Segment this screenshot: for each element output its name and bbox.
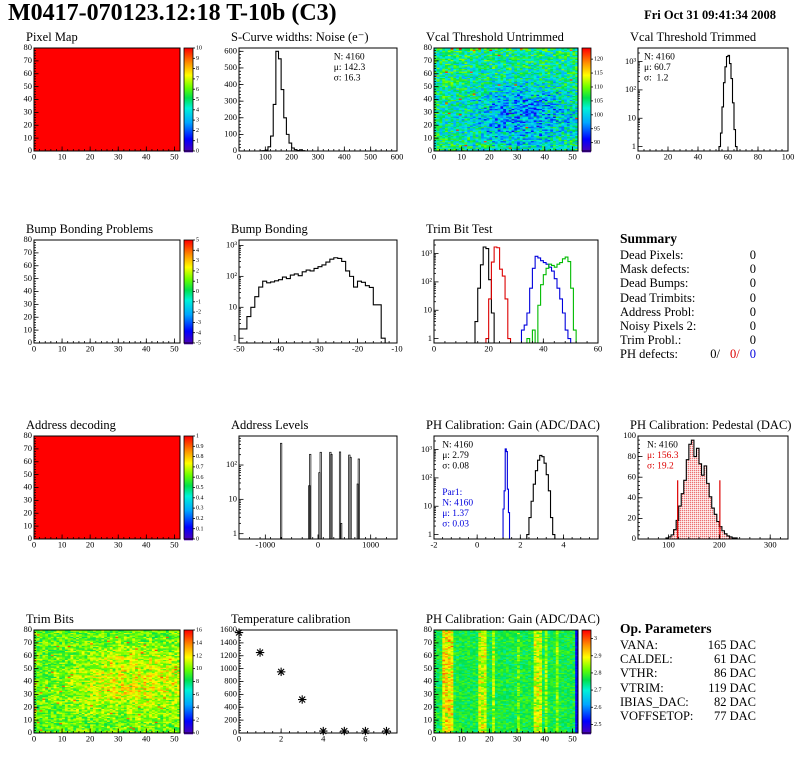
ph-calibration-pedestal-chart (612, 432, 796, 553)
row-value: 86 DAC (713, 666, 756, 681)
row-label: VTRIM: (620, 680, 664, 695)
row-value: 61 DAC (713, 652, 756, 667)
row-value: 82 DAC (713, 694, 756, 709)
row-value: 0 (749, 248, 756, 262)
pixel-map-panel: Pixel Map (8, 30, 208, 165)
trim-bits-panel: Trim Bits (8, 612, 208, 747)
vcal-threshold-untrimmed-panel: Vcal Threshold Untrimmed (408, 30, 606, 165)
param-row: VTRIM: 119 DAC (620, 681, 756, 695)
summary-row: Dead Bumps: 0 (620, 276, 756, 290)
summary-rows: Dead Pixels: 0 Mask defects: 0 Dead Bumps: 0 D… (612, 246, 796, 362)
row-value: 0 (749, 333, 756, 348)
row-label: Trim Probl.: (620, 333, 682, 348)
chart-title: PH Calibration: Pedestal (DAC) (630, 418, 792, 432)
summary-row: Address Probl: 0 (620, 305, 756, 319)
scurve-noise-panel: S-Curve widths: Noise (e⁻) (213, 30, 405, 165)
row-label: Mask defects: (620, 262, 690, 277)
summary-row: Dead Pixels: 0 (620, 248, 756, 262)
chart-title: Bump Bonding Problems (26, 222, 154, 236)
row-values: 0/0/0 (700, 347, 756, 361)
chart-title: Pixel Map (26, 30, 78, 44)
row-label: CALDEL: (620, 652, 673, 667)
chart-title: Vcal Threshold Trimmed (630, 30, 757, 44)
param-row: VOFFSETOP: 77 DAC (620, 709, 756, 723)
bump-bonding-problems-panel: Bump Bonding Problems (8, 222, 208, 357)
ph-calibration-gain-hist-chart (408, 432, 606, 553)
ph-calibration-gain-map-chart (408, 626, 606, 747)
report-date: Fri Oct 31 09:41:34 2008 (644, 8, 776, 22)
param-row: CALDEL: 61 DAC (620, 652, 756, 666)
chart-title: Address Levels (231, 418, 309, 432)
row-value: 0 (749, 290, 756, 305)
ph-calibration-gain-hist-panel: PH Calibration: Gain (ADC/DAC) (408, 418, 606, 553)
chart-title: Address decoding (26, 418, 116, 432)
row-value: 0 (749, 347, 756, 362)
row-value: 0 (749, 262, 756, 277)
address-levels-chart (213, 432, 405, 553)
chart-title: Temperature calibration (231, 612, 351, 626)
summary-row: Noisy Pixels 2: 0 (620, 319, 756, 333)
op-parameters-panel: Op. Parameters VANA: 165 DAC CALDEL: 61 DAC… (612, 612, 796, 724)
ph-calibration-gain-map-panel: PH Calibration: Gain (ADC/DAC) (408, 612, 606, 747)
chart-title: Bump Bonding (231, 222, 308, 236)
vcal-threshold-trimmed-chart (612, 44, 796, 165)
summary-row: Mask defects: 0 (620, 262, 756, 276)
row-label: Dead Bumps: (620, 276, 689, 291)
pixel-map-chart (8, 44, 208, 165)
op-parameters-heading: Op. Parameters (620, 621, 712, 636)
row-label: Dead Trimbits: (620, 290, 696, 305)
row-value: 165 DAC (707, 638, 756, 652)
bump-bonding-panel: Bump Bonding (213, 222, 405, 357)
trim-bit-test-panel: Trim Bit Test (408, 222, 606, 357)
summary-row: Dead Trimbits: 0 (620, 291, 756, 305)
row-label: Noisy Pixels 2: (620, 319, 697, 334)
row-value: 0/ (730, 347, 740, 362)
row-label: IBIAS_DAC: (620, 694, 689, 709)
temperature-calibration-panel: Temperature calibration (213, 612, 405, 747)
param-row: VTHR: 86 DAC (620, 666, 756, 680)
temperature-calibration-chart (213, 626, 405, 747)
vcal-threshold-untrimmed-chart (408, 44, 606, 165)
row-label: VOFFSETOP: (620, 709, 694, 724)
summary-row: PH defects: 0/0/0 (620, 347, 756, 361)
row-value: 0 (749, 319, 756, 334)
op-parameters-rows: VANA: 165 DAC CALDEL: 61 DAC VTHR: 86 DAC VTRI… (612, 636, 796, 723)
row-value: 77 DAC (713, 709, 756, 724)
summary-panel: Summary Dead Pixels: 0 Mask defects: 0 Dead … (612, 222, 796, 362)
row-label: PH defects: (620, 347, 678, 362)
row-value: 0 (749, 276, 756, 291)
row-value: 0/ (710, 347, 721, 362)
param-row: VANA: 165 DAC (620, 638, 756, 652)
summary-row: Trim Probl.: 0 (620, 333, 756, 347)
row-value: 119 DAC (708, 680, 756, 695)
chart-title: Trim Bits (26, 612, 74, 626)
row-label: Dead Pixels: (620, 248, 684, 262)
summary-heading: Summary (620, 231, 677, 246)
scurve-noise-chart (213, 44, 405, 165)
chart-title: S-Curve widths: Noise (e⁻) (231, 30, 369, 44)
row-value: 0 (749, 304, 756, 319)
row-label: VANA: (620, 638, 658, 652)
bump-bonding-problems-chart (8, 236, 208, 357)
chart-title: Vcal Threshold Untrimmed (426, 30, 564, 44)
chart-title: PH Calibration: Gain (ADC/DAC) (426, 418, 600, 432)
address-decoding-chart (8, 432, 208, 553)
chart-title: PH Calibration: Gain (ADC/DAC) (426, 612, 600, 626)
row-label: Address Probl: (620, 304, 695, 319)
trim-bit-test-chart (408, 236, 606, 357)
ph-calibration-pedestal-panel: PH Calibration: Pedestal (DAC) (612, 418, 796, 553)
address-decoding-panel: Address decoding (8, 418, 208, 553)
param-row: IBIAS_DAC: 82 DAC (620, 695, 756, 709)
row-label: VTHR: (620, 666, 658, 681)
address-levels-panel: Address Levels (213, 418, 405, 553)
chart-title: Trim Bit Test (426, 222, 493, 236)
trim-bits-chart (8, 626, 208, 747)
bump-bonding-chart (213, 236, 405, 357)
vcal-threshold-trimmed-panel: Vcal Threshold Trimmed (612, 30, 796, 165)
page-title: M0417-070123.12:18 T-10b (C3) (8, 0, 337, 26)
